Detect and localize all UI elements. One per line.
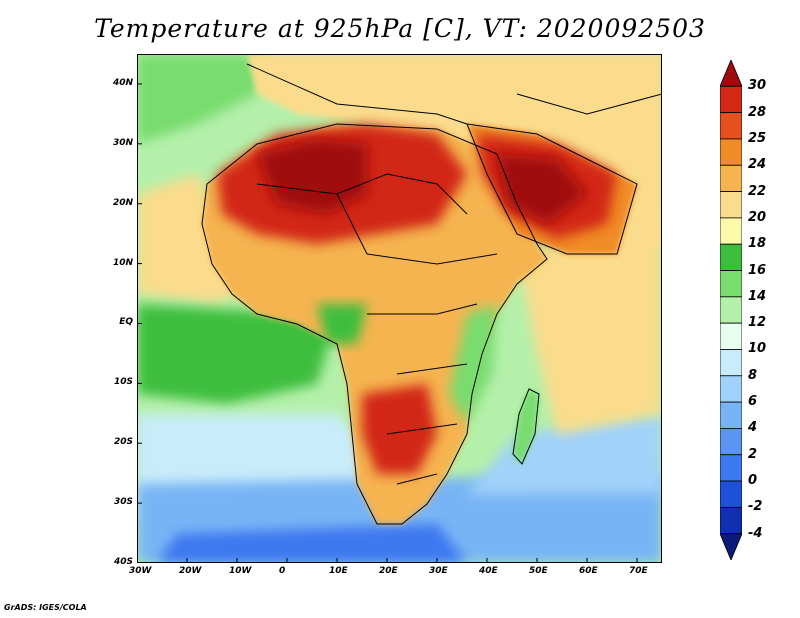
colorbar-label: 16 [748,262,767,278]
colorbar-swatch [720,296,742,324]
colorbar-label: -2 [748,499,763,515]
tropical-atlantic-green [137,304,337,404]
colorbar-swatch [720,506,742,535]
tick-marks [137,83,638,563]
colorbar-swatch [720,191,742,219]
colorbar-label: 10 [748,341,767,357]
lon-tick-label: 20E [379,566,398,576]
lat-tick-label: 10N [112,257,133,268]
north-atlantic-field [137,54,267,144]
lon-tick-label: 60E [579,566,598,576]
colorbar-swatch [720,217,742,245]
footer-credit: GrADS: IGES/COLA [4,603,87,612]
map-title: Temperature at 925hPa [C], VT: 202009250… [94,14,706,43]
colorbar-label: 25 [748,130,767,146]
lat-tick-label: EQ [119,317,133,328]
lon-tick-label: 0 [279,566,286,576]
colorbar-label: 18 [748,236,767,252]
lon-tick-label: 30E [429,566,448,576]
colorbar-swatch [720,270,742,298]
southern-ocean-deep [157,524,467,563]
indian-ocean-warm [517,224,662,434]
lat-tick-label: 10S [113,377,133,388]
colorbar-label: 28 [748,104,767,120]
colorbar-swatch [720,164,742,192]
lon-tick-label: 40E [479,566,498,576]
lon-tick-label: 10E [329,566,348,576]
colorbar-swatch [720,349,742,377]
lon-tick-label: 70E [629,566,648,576]
colorbar-label: 2 [748,446,758,462]
colorbar-swatch [720,138,742,166]
madagascar-land [513,389,539,464]
lon-tick-label: 10W [229,566,252,576]
colorbar-swatch [720,112,742,140]
colorbar-label: -4 [748,525,763,541]
colorbar-swatch [720,401,742,429]
lon-tick-label: 30W [129,566,152,576]
colorbar-label: 6 [748,394,758,410]
indian-ocean-cool [467,414,662,494]
lat-tick-label: 20N [112,197,133,208]
arabia-hot-peak [497,154,587,224]
colorbar-swatch [720,375,742,403]
colorbar-label: 4 [748,420,758,436]
colorbar-swatch [720,60,742,87]
colorbar-label: 14 [748,288,767,304]
lon-tick-label: 50E [529,566,548,576]
gulf-of-guinea-green [317,304,367,344]
sahara-hot-peak [257,139,367,214]
colorbar-swatch [720,85,742,114]
colorbar-label: 20 [748,209,767,225]
colorbar-label: 24 [748,157,767,173]
colorbar [720,60,742,560]
colorbar-label: 8 [748,367,758,383]
colorbar-label: 30 [748,78,767,94]
colorbar-label: 22 [748,183,767,199]
temperature-map [137,54,662,563]
lat-tick-label: 40N [112,77,133,88]
colorbar-swatch [720,480,742,508]
colorbar-swatch [720,428,742,456]
lat-tick-label: 40S [113,557,133,567]
lat-tick-label: 30S [113,497,133,508]
colorbar-swatch [720,454,742,482]
lon-tick-label: 20W [179,566,202,576]
lat-tick-label: 30N [112,137,133,148]
colorbar-label: 12 [748,315,767,331]
map-border [137,54,662,563]
colorbar-swatch [720,243,742,271]
colorbar-swatch [720,533,742,560]
colorbar-swatch [720,322,742,350]
east-africa-cool [449,304,497,424]
colorbar-label: 0 [748,473,758,489]
lat-tick-label: 20S [113,437,133,448]
coastlines [201,63,662,525]
southern-africa-hot-core [362,384,437,474]
